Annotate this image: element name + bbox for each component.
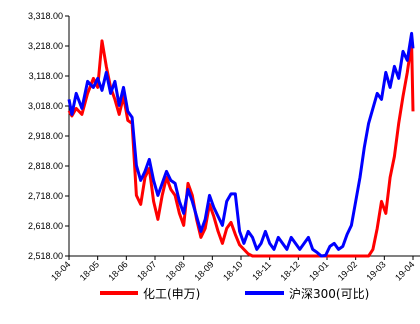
x-tick-label: 19-03 [364, 259, 387, 282]
x-tick-label: 18-05 [78, 259, 101, 282]
y-tick-label: 3,218.00 [28, 41, 63, 51]
y-tick-label: 2,918.00 [28, 131, 63, 141]
legend-label-huagong: 化工(申万) [143, 287, 200, 301]
x-tick-label: 18-11 [250, 259, 273, 282]
x-tick-label: 19-01 [307, 259, 330, 282]
y-axis: 3,318.00 3,218.00 3,118.00 3,018.00 2,918.00… [28, 11, 70, 261]
x-axis: 18-04 18-05 18-06 18-07 18-08 18-09 18-10 18-11… [49, 255, 420, 283]
y-tick-label: 2,818.00 [28, 161, 63, 171]
y-tick-label: 2,518.00 [28, 251, 63, 261]
x-tick-label: 19-04 [393, 259, 416, 282]
y-tick-label: 2,718.00 [28, 191, 63, 201]
x-tick-label: 18-09 [192, 259, 215, 282]
series-lines [67, 31, 415, 258]
y-tick-group: 3,318.00 3,218.00 3,118.00 3,018.00 2,918.00… [28, 11, 69, 261]
x-tick-label: 18-06 [106, 259, 129, 282]
y-tick-label: 2,618.00 [28, 221, 63, 231]
x-tick-label: 18-12 [278, 259, 301, 282]
y-tick-label: 3,118.00 [29, 71, 63, 81]
series-line-huagong [67, 39, 415, 258]
x-tick-label: 18-08 [164, 259, 187, 282]
y-tick-label: 3,318.00 [28, 11, 63, 21]
y-tick-label: 3,018.00 [28, 101, 63, 111]
x-tick-group: 18-04 18-05 18-06 18-07 18-08 18-09 18-10 18-11… [49, 256, 416, 283]
series-line-hs300 [67, 31, 415, 258]
legend: 化工(申万) 沪深300(可比) [100, 287, 369, 301]
x-tick-label: 18-07 [135, 259, 158, 282]
x-tick-label: 18-04 [49, 259, 72, 282]
x-tick-label: 18-10 [221, 259, 244, 282]
x-tick-label: 19-02 [336, 259, 359, 282]
legend-label-hs300: 沪深300(可比) [289, 287, 369, 301]
